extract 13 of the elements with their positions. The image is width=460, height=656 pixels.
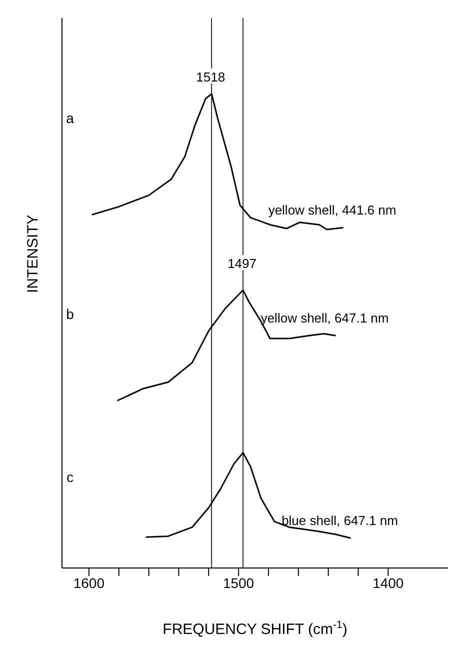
annotation: b xyxy=(66,306,74,322)
x-tick-label: 1600 xyxy=(73,574,105,591)
series-label: blue shell, 647.1 nm xyxy=(282,513,398,528)
annotation: a xyxy=(66,110,74,126)
y-axis-title: INTENSITY xyxy=(24,214,42,293)
annotation: 1518 xyxy=(196,70,226,85)
annotation: c xyxy=(66,468,74,485)
x-tick-label: 1500 xyxy=(222,574,254,591)
x-tick-label: 1400 xyxy=(372,574,404,591)
annotation: 1497 xyxy=(228,256,256,271)
series-label: yellow shell, 647.1 nm xyxy=(260,310,389,326)
x-axis-title: FREQUENCY SHIFT (cm$^{-1}$) xyxy=(162,619,348,638)
series-label: yellow shell, 441.6 nm xyxy=(268,202,396,218)
